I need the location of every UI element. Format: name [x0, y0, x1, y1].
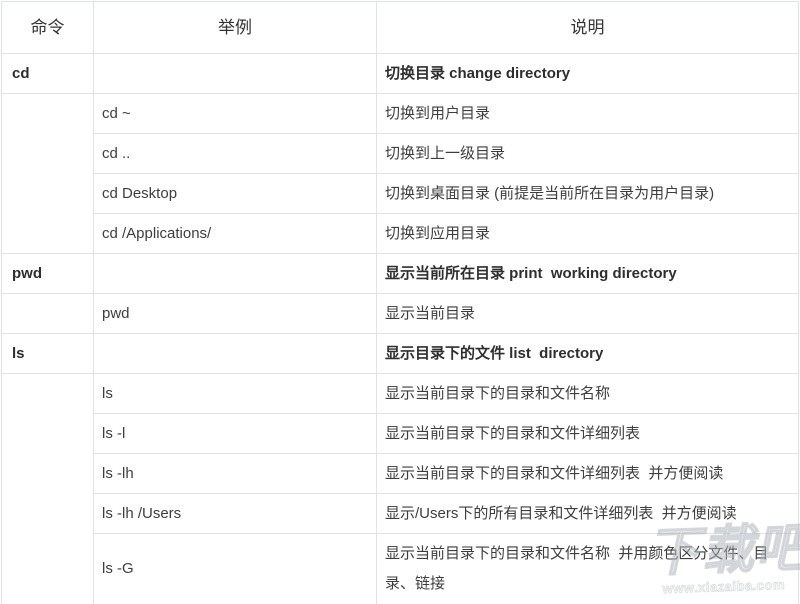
example-cell-empty	[93, 253, 377, 294]
table-row-cd-applications: cd /Applications/ 切换到应用目录	[2, 213, 799, 254]
description-cell: 切换到应用目录	[376, 213, 799, 254]
example-cell-empty	[93, 333, 377, 374]
column-header-example: 举例	[93, 1, 377, 54]
table-row-ls-lh-users: ls -lh /Users 显示/Users下的所有目录和文件详细列表 并方便阅…	[2, 493, 799, 534]
table-row-pwd-example: pwd 显示当前目录	[1, 293, 799, 334]
description-cell: 显示/Users下的所有目录和文件详细列表 并方便阅读	[376, 493, 799, 534]
column-header-command: 命令	[1, 1, 94, 54]
description-cell: 切换目录 change directory	[376, 53, 799, 94]
command-cell-merged-empty	[1, 93, 94, 254]
command-cell: cd	[1, 53, 94, 94]
table-row-ls-lh: ls -lh 显示当前目录下的目录和文件详细列表 并方便阅读	[2, 453, 799, 494]
example-cell: cd Desktop	[93, 173, 377, 214]
command-cell: ls	[1, 333, 94, 374]
command-cell: pwd	[1, 253, 94, 294]
table-header-row: 命令 举例 说明	[1, 1, 799, 54]
example-cell: ls -G	[93, 533, 377, 604]
column-header-description: 说明	[376, 1, 799, 54]
table-header: 命令 举例 说明	[1, 1, 799, 54]
table-row-pwd: pwd 显示当前所在目录 print working directory	[1, 253, 799, 294]
description-cell: 显示当前目录下的目录和文件详细列表	[376, 413, 799, 454]
table-row-ls-l: ls -l 显示当前目录下的目录和文件详细列表	[2, 413, 799, 454]
table-row-ls: ls 显示目录下的文件 list directory	[1, 333, 799, 374]
command-cell-merged-empty	[1, 373, 94, 604]
example-cell: cd ..	[93, 133, 377, 174]
description-cell: 显示当前目录下的目录和文件名称	[376, 373, 799, 414]
description-cell: 显示目录下的文件 list directory	[376, 333, 799, 374]
example-cell: ls -lh /Users	[93, 493, 377, 534]
command-cell-empty	[1, 293, 94, 334]
example-cell: cd /Applications/	[93, 213, 377, 254]
table-row-cd-desktop: cd Desktop 切换到桌面目录 (前提是当前所在目录为用户目录)	[2, 173, 799, 214]
table-row-ls-plain: ls 显示当前目录下的目录和文件名称	[1, 373, 799, 604]
description-cell: 切换到桌面目录 (前提是当前所在目录为用户目录)	[376, 173, 799, 214]
example-cell-empty	[93, 53, 377, 94]
description-cell: 显示当前目录	[376, 293, 799, 334]
example-cell: ls -l	[93, 413, 377, 454]
example-cell: ls	[93, 373, 377, 414]
example-cell: ls -lh	[93, 453, 377, 494]
example-cell: cd ~	[93, 93, 377, 134]
example-cell: pwd	[93, 293, 377, 334]
description-cell: 显示当前目录下的目录和文件名称 并用颜色区分文件、目录、链接	[376, 533, 799, 604]
table-body: cd 切换目录 change directory cd ~ 切换到用户目录 cd…	[1, 53, 799, 604]
description-cell: 切换到上一级目录	[376, 133, 799, 174]
table-row-cd-home: cd ~ 切换到用户目录	[1, 93, 799, 254]
table-row-cd-up: cd .. 切换到上一级目录	[2, 133, 799, 174]
table-row-cd: cd 切换目录 change directory	[1, 53, 799, 94]
description-cell: 切换到用户目录	[376, 93, 799, 134]
table-row-ls-g: ls -G 显示当前目录下的目录和文件名称 并用颜色区分文件、目录、链接	[2, 533, 799, 604]
description-cell: 显示当前所在目录 print working directory	[376, 253, 799, 294]
description-cell: 显示当前目录下的目录和文件详细列表 并方便阅读	[376, 453, 799, 494]
